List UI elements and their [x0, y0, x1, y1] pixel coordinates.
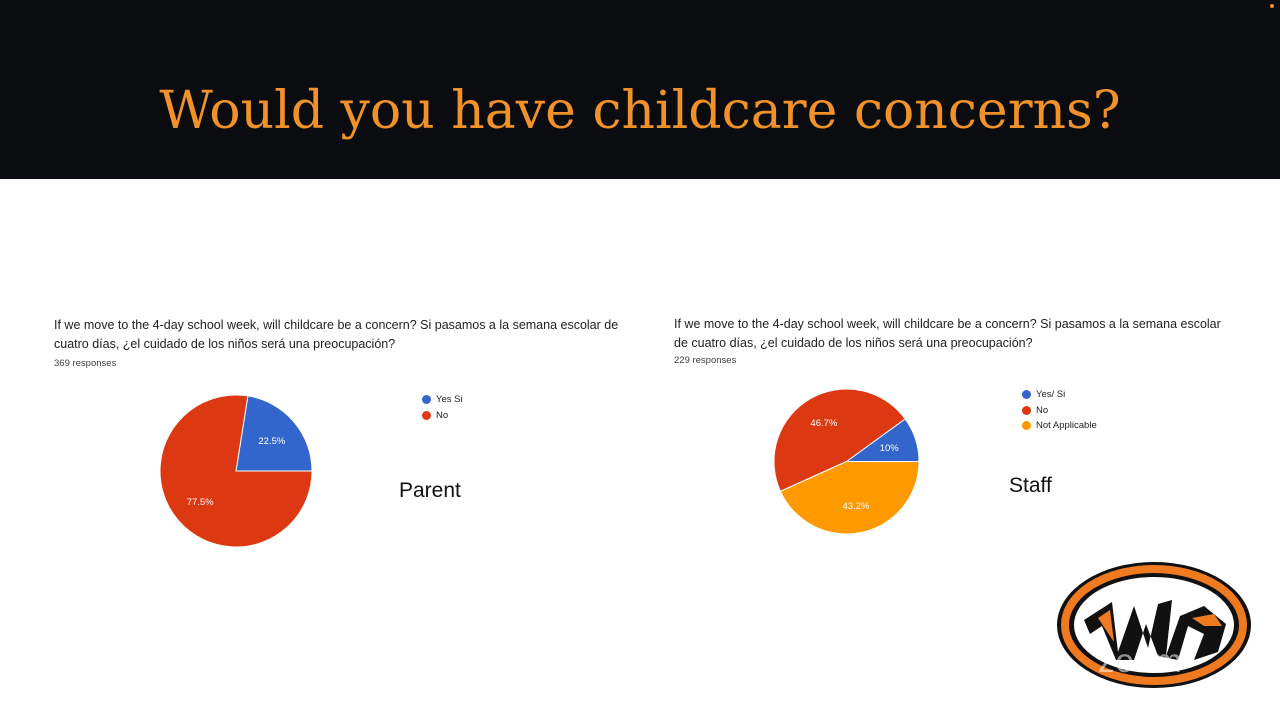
- legend0-label-1: No: [436, 409, 449, 421]
- parent-legend: Yes Si No: [422, 392, 463, 423]
- pie1-slice-2: [779, 461, 920, 535]
- pie0-slice-0: [235, 395, 313, 472]
- parent-question: If we move to the 4-day school week, wil…: [54, 318, 619, 351]
- title-banner: Would you have childcare concerns?: [0, 0, 1280, 179]
- staff-label: Staff: [1009, 474, 1052, 497]
- staff-legend: Yes/ Si No Not Applicable: [1022, 387, 1097, 434]
- legend0-label-0: Yes Si: [436, 394, 463, 405]
- pie1-label-1: 46.7%: [810, 418, 837, 429]
- pie1-slice-1: [773, 388, 906, 493]
- legend1-item-1: No: [1022, 403, 1097, 419]
- zoom-watermark: zoom: [1098, 642, 1183, 679]
- legend0-swatch-0: [422, 395, 431, 404]
- pie0-label-1: 77.5%: [187, 497, 214, 508]
- pie0-slice-1: [159, 394, 313, 548]
- legend0-item-1: No: [422, 408, 463, 424]
- mascot-logo: [1057, 562, 1251, 688]
- staff-question: If we move to the 4-day school week, wil…: [674, 317, 1221, 350]
- parent-label: Parent: [399, 479, 461, 502]
- legend1-label-0: Yes/ Si: [1036, 389, 1066, 400]
- staff-pie-chart: 10% 46.7% 43.2%: [773, 388, 920, 535]
- pie0-label-0: 22.5%: [258, 436, 285, 447]
- parent-response-count: 369 responses: [54, 358, 117, 369]
- staff-response-count: 229 responses: [674, 355, 737, 366]
- pie1-label-2: 43.2%: [843, 501, 870, 512]
- legend0-item-0: Yes Si: [422, 392, 463, 408]
- legend1-swatch-2: [1022, 421, 1031, 430]
- legend1-swatch-0: [1022, 390, 1031, 399]
- slide-title: Would you have childcare concerns?: [159, 81, 1121, 141]
- legend1-item-0: Yes/ Si: [1022, 387, 1097, 403]
- pie1-label-0: 10%: [880, 443, 900, 454]
- legend1-item-2: Not Applicable: [1022, 418, 1097, 434]
- parent-pie-chart: 22.5% 77.5%: [159, 394, 313, 548]
- legend1-label-1: No: [1036, 404, 1049, 416]
- legend1-swatch-1: [1022, 405, 1031, 415]
- status-dot: [1270, 4, 1274, 8]
- legend1-label-2: Not Applicable: [1036, 420, 1097, 431]
- legend0-swatch-1: [422, 410, 431, 420]
